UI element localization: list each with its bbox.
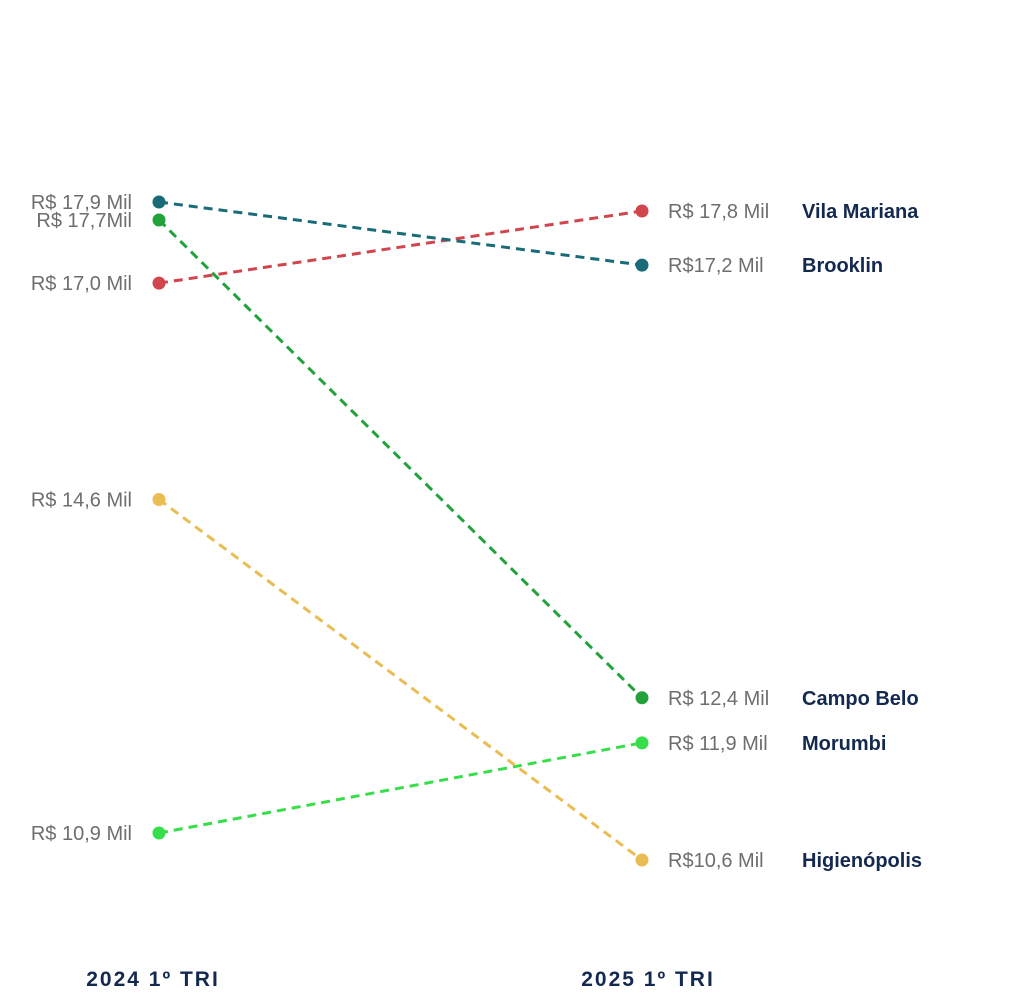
series-name-vila-mariana: Vila Mariana [802,201,919,223]
point-2024-campo-belo [152,213,166,227]
point-2024-brooklin [152,195,166,209]
point-2025-brooklin [635,258,649,272]
value-label-2024-higienopolis: R$ 14,6 Mil [31,489,132,511]
series-line-vila-mariana [158,209,643,285]
value-label-2025-higienopolis: R$10,6 Mil [668,850,764,872]
series-line-higienopolis [158,498,643,862]
value-label-2024-vila-mariana: R$ 17,0 Mil [31,273,132,295]
value-label-2025-campo-belo: R$ 12,4 Mil [668,688,769,710]
period-label-2025: 2025 1º TRI [581,968,715,991]
value-label-2025-vila-mariana: R$ 17,8 Mil [668,201,769,223]
series-name-higienopolis: Higienópolis [802,850,922,872]
point-2024-higienopolis [152,492,166,506]
series-name-morumbi: Morumbi [802,733,886,755]
point-2025-morumbi [635,736,649,750]
series-line-campo-belo [157,218,644,699]
series-name-campo-belo: Campo Belo [802,688,919,710]
value-label-2024-brooklin: R$ 17,9 Mil [31,192,132,214]
point-2025-vila-mariana [635,204,649,218]
value-label-2024-campo-belo: R$ 17,7Mil [36,210,132,232]
value-label-2024-morumbi: R$ 10,9 Mil [31,823,132,845]
point-2025-campo-belo [635,691,649,705]
point-2025-higienopolis [635,853,649,867]
series-name-brooklin: Brooklin [802,255,883,277]
series-line-brooklin [158,200,643,267]
point-2024-morumbi [152,826,166,840]
value-label-2025-morumbi: R$ 11,9 Mil [668,733,768,755]
value-label-2025-brooklin: R$17,2 Mil [668,255,764,277]
point-2024-vila-mariana [152,276,166,290]
series-line-morumbi [158,741,643,835]
period-label-2024: 2024 1º TRI [86,968,220,991]
